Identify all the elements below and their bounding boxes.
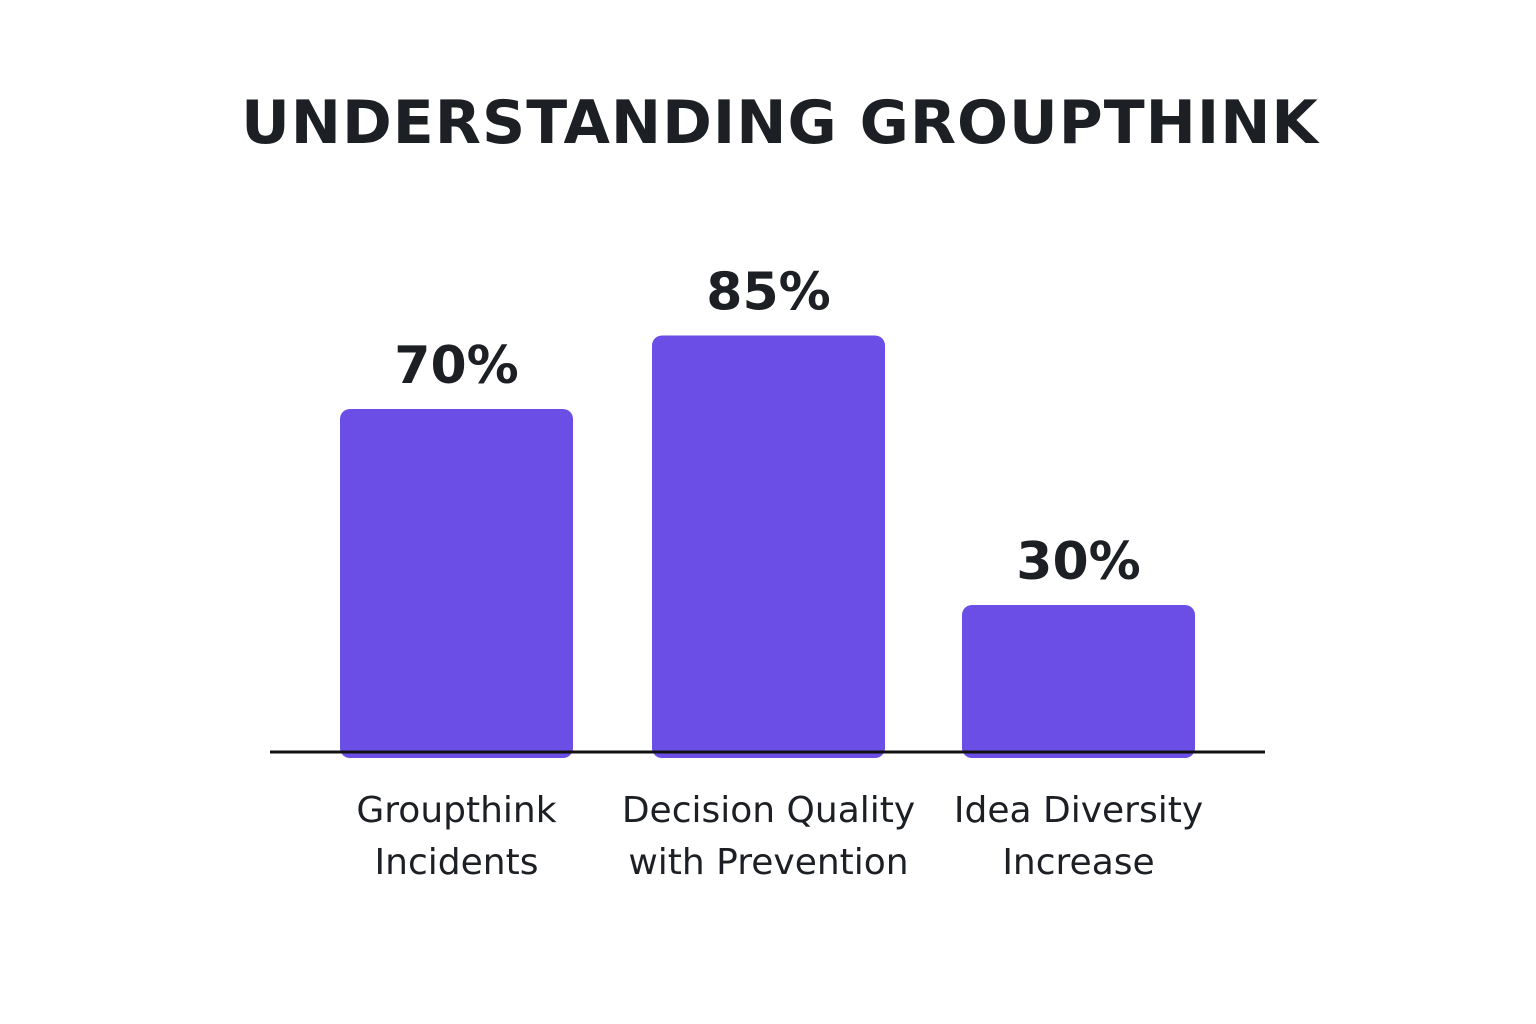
category-labels-layer: Groupthink Incidents Decision Quality with … <box>356 790 1203 883</box>
value-labels-layer: 70% 85% 30% <box>394 263 1140 593</box>
category-label-1: Groupthink Incidents <box>356 790 556 883</box>
chart-title: UNDERSTANDING GROUPTHINK <box>241 88 1319 158</box>
category-label-1-line-2: Incidents <box>375 842 539 883</box>
bar-1 <box>340 409 573 758</box>
category-label-2-line-1: Decision Quality <box>622 790 915 831</box>
value-label-1: 70% <box>394 336 518 396</box>
category-label-1-line-1: Groupthink <box>356 790 556 831</box>
bar-3 <box>962 605 1195 758</box>
category-label-2-line-2: with Prevention <box>628 842 908 883</box>
category-label-2: Decision Quality with Prevention <box>622 790 915 883</box>
bars-layer <box>340 335 1195 758</box>
value-label-2: 85% <box>706 263 830 323</box>
category-label-3-line-1: Idea Diversity <box>954 790 1203 831</box>
category-label-3-line-2: Increase <box>1002 842 1154 883</box>
category-label-3: Idea Diversity Increase <box>954 790 1203 883</box>
value-label-3: 30% <box>1016 532 1140 592</box>
bar-2 <box>652 335 885 758</box>
